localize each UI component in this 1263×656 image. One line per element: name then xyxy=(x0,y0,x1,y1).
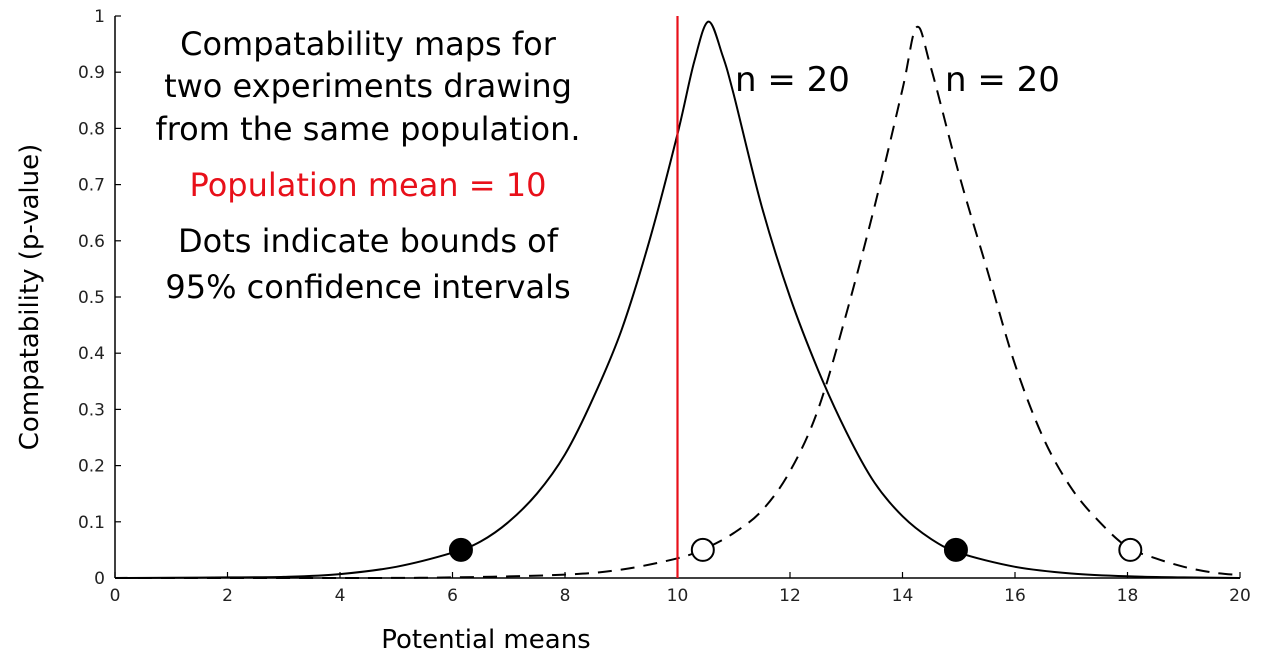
ci-bound-open-dot xyxy=(690,537,715,562)
x-tick-label: 18 xyxy=(1117,586,1139,606)
dots-note-line-1: Dots indicate bounds of xyxy=(178,222,559,260)
y-tick-label: 0.7 xyxy=(78,176,105,196)
ci-markers xyxy=(448,537,1143,562)
y-tick-label: 0.9 xyxy=(78,63,105,83)
annotation-block: Compatability maps for two experiments d… xyxy=(155,25,580,306)
y-tick-label: 0.1 xyxy=(78,513,105,533)
x-tick-label: 16 xyxy=(1004,586,1026,606)
x-tick-label: 8 xyxy=(560,586,571,606)
annotation-line-2: two experiments drawing xyxy=(164,67,572,105)
y-axis-title: Compatability (p-value) xyxy=(15,144,45,450)
annotation-line-1: Compatability maps for xyxy=(180,25,557,63)
population-mean-label: Population mean = 10 xyxy=(190,166,547,204)
y-tick-label: 0.8 xyxy=(78,119,105,139)
y-tick-label: 0.2 xyxy=(78,457,105,477)
x-tick-label: 14 xyxy=(892,586,914,606)
y-tick-label: 0.5 xyxy=(78,288,105,308)
ci-bound-filled-dot xyxy=(448,537,473,562)
dashed-series-line xyxy=(115,25,1241,580)
x-tick-label: 4 xyxy=(335,586,346,606)
x-tick-label: 20 xyxy=(1229,586,1251,606)
y-tick-label: 0.6 xyxy=(78,232,105,252)
y-tick-label: 0 xyxy=(94,569,105,589)
x-tick-label: 6 xyxy=(447,586,458,606)
series-label-solid: n = 20 xyxy=(735,60,850,100)
x-tick-label: 2 xyxy=(222,586,233,606)
x-tick-label: 0 xyxy=(110,586,121,606)
y-tick-label: 0.4 xyxy=(78,344,105,364)
x-tick-label: 10 xyxy=(667,586,689,606)
x-axis-title: Potential means xyxy=(381,625,590,655)
series-label-dashed: n = 20 xyxy=(945,60,1060,100)
y-tick-label: 0.3 xyxy=(78,400,105,420)
annotation-line-3: from the same population. xyxy=(155,110,580,148)
x-ticks: 0 2 4 6 8 10 12 14 16 18 20 xyxy=(110,572,1251,606)
dots-note-line-2: 95% confidence intervals xyxy=(165,268,570,306)
y-ticks: 0 0.1 0.2 0.3 0.4 0.5 0.6 0.7 0.8 0.9 1 xyxy=(78,7,121,589)
axes: 0 2 4 6 8 10 12 14 16 18 20 0 0.1 0.2 0.3 0.4 0.5 0.6 0.7… xyxy=(78,7,1251,606)
ci-bound-filled-dot xyxy=(943,537,968,562)
x-tick-label: 12 xyxy=(779,586,801,606)
y-tick-label: 1 xyxy=(94,7,105,27)
ci-bound-open-dot xyxy=(1118,537,1143,562)
